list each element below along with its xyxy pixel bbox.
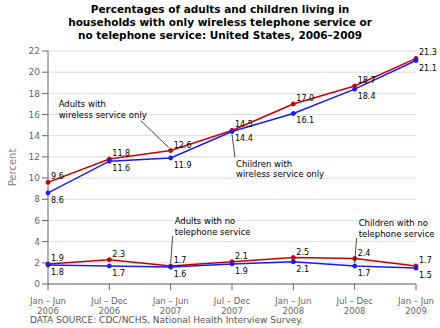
svg-text:2: 2 xyxy=(34,258,40,268)
html-text:Percentages of adults and chil: Percentages of adults and children livin… xyxy=(68,3,372,41)
svg-text:21.3: 21.3 xyxy=(419,48,432,57)
svg-text:2.3: 2.3 xyxy=(112,250,125,259)
svg-text:1.7: 1.7 xyxy=(419,256,432,265)
svg-text:12.6: 12.6 xyxy=(174,141,192,150)
svg-text:11.6: 11.6 xyxy=(112,164,130,173)
svg-text:18.4: 18.4 xyxy=(358,92,376,101)
svg-text:21.1: 21.1 xyxy=(419,64,432,73)
svg-text:Children with notelephone serv: Children with notelephone service xyxy=(359,218,432,239)
svg-text:16: 16 xyxy=(29,110,41,120)
svg-text:20: 20 xyxy=(29,67,41,77)
svg-text:18: 18 xyxy=(29,89,41,99)
svg-text:Percent: Percent xyxy=(8,149,18,187)
svg-text:8: 8 xyxy=(34,194,40,204)
svg-text:8.6: 8.6 xyxy=(51,196,64,205)
svg-text:Jul – Dec2007: Jul – Dec2007 xyxy=(213,296,251,314)
svg-text:11.9: 11.9 xyxy=(174,161,192,170)
svg-text:12: 12 xyxy=(29,152,40,162)
svg-text:1.5: 1.5 xyxy=(419,271,432,280)
svg-text:1.7: 1.7 xyxy=(174,256,187,265)
svg-text:Children withwireless service: Children withwireless service only xyxy=(236,159,324,180)
html-text:DATA SOURCE: CDC/NCHS, Nationa: DATA SOURCE: CDC/NCHS, National Health I… xyxy=(30,315,304,325)
svg-text:2.4: 2.4 xyxy=(358,249,371,258)
svg-text:Jul – Dec2006: Jul – Dec2006 xyxy=(90,296,128,314)
svg-text:17.0: 17.0 xyxy=(296,94,314,103)
svg-text:2.1: 2.1 xyxy=(296,265,309,274)
svg-text:14.4: 14.4 xyxy=(235,134,253,143)
svg-text:0: 0 xyxy=(34,279,40,289)
svg-text:Adults with notelephone servic: Adults with notelephone service xyxy=(175,216,251,237)
svg-text:Jul – Dec2008: Jul – Dec2008 xyxy=(335,296,373,314)
svg-text:1.7: 1.7 xyxy=(112,269,125,278)
svg-text:14: 14 xyxy=(29,131,41,141)
svg-text:1.6: 1.6 xyxy=(174,270,187,279)
svg-text:1.9: 1.9 xyxy=(51,254,64,263)
svg-text:6: 6 xyxy=(34,216,40,226)
svg-text:1.7: 1.7 xyxy=(358,269,371,278)
svg-text:Jan – Jun2008: Jan – Jun2008 xyxy=(274,296,311,314)
svg-text:Jan – Jun2006: Jan – Jun2006 xyxy=(29,296,66,314)
svg-text:10: 10 xyxy=(29,173,41,183)
svg-text:9.6: 9.6 xyxy=(51,172,64,181)
svg-text:1.9: 1.9 xyxy=(235,267,248,276)
svg-text:2.1: 2.1 xyxy=(235,252,248,261)
svg-text:14.5: 14.5 xyxy=(235,120,253,129)
svg-text:18.7: 18.7 xyxy=(358,76,376,85)
svg-text:Adults withwireless service on: Adults withwireless service only xyxy=(59,99,147,120)
svg-text:Jan – Jun2009: Jan – Jun2009 xyxy=(397,296,432,314)
svg-text:16.1: 16.1 xyxy=(296,116,314,125)
svg-text:Jan – Jun2007: Jan – Jun2007 xyxy=(152,296,189,314)
svg-text:4: 4 xyxy=(34,237,40,247)
svg-text:2.5: 2.5 xyxy=(296,248,309,257)
svg-text:11.8: 11.8 xyxy=(112,149,130,158)
svg-text:22: 22 xyxy=(29,46,40,56)
svg-text:1.8: 1.8 xyxy=(51,268,64,277)
